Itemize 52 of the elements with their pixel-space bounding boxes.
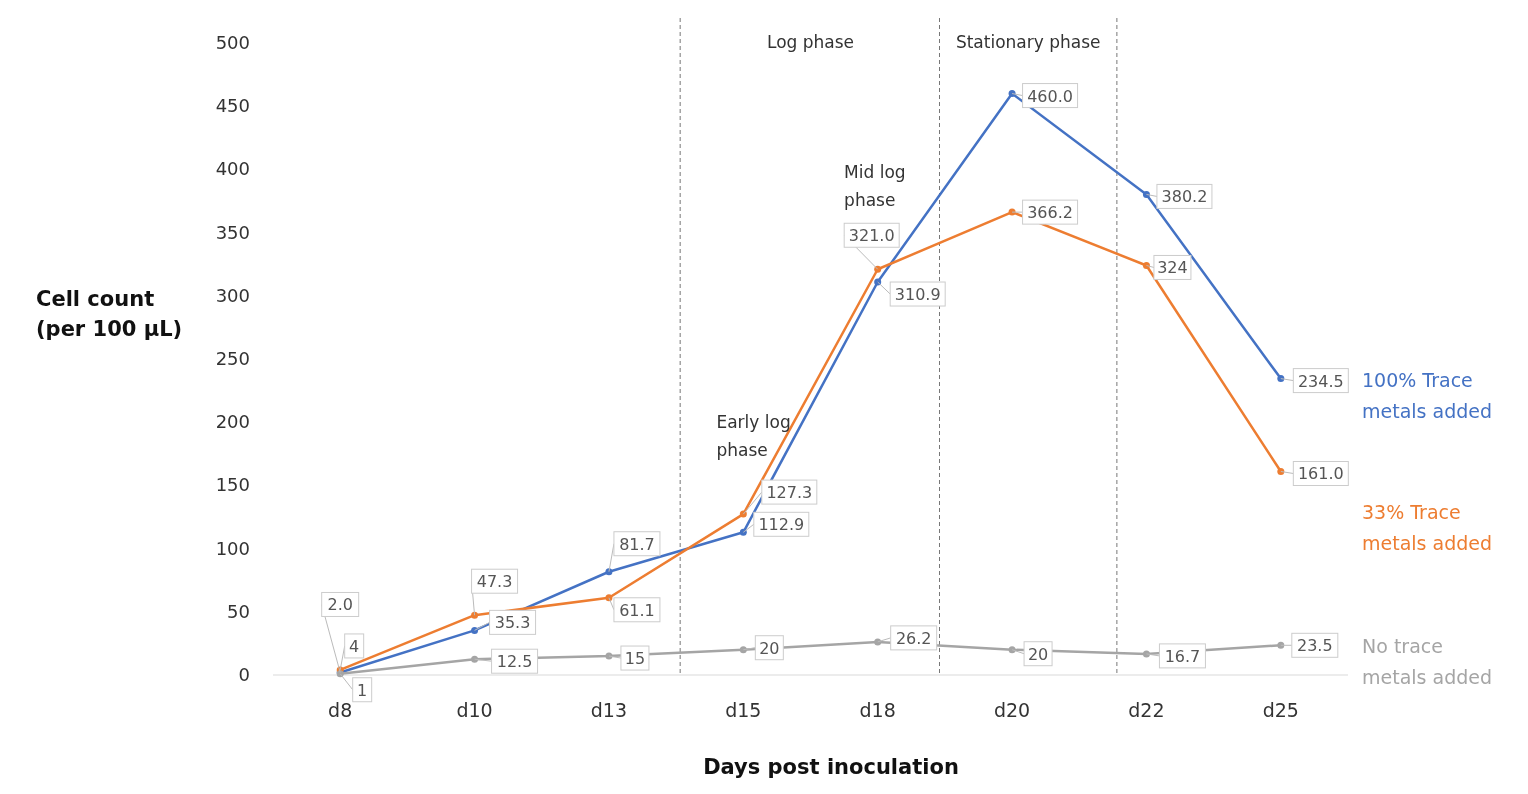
text: 100% Trace metals added bbox=[1362, 368, 1493, 422]
x-tick-label: d22 bbox=[1128, 699, 1165, 721]
data-label: 16.7 bbox=[1164, 646, 1201, 666]
y-tick-label: 500 bbox=[215, 32, 250, 53]
data-label: 460.0 bbox=[1027, 86, 1073, 106]
data-label: 47.3 bbox=[476, 572, 513, 592]
data-label: 310.9 bbox=[894, 285, 941, 305]
x-axis-title: Days post inoculation bbox=[703, 755, 959, 779]
data-label: 234.5 bbox=[1297, 371, 1344, 391]
data-label: 20 bbox=[1027, 644, 1049, 664]
annotation: Log phase bbox=[766, 32, 855, 52]
data-label: 161.0 bbox=[1297, 464, 1344, 484]
x-tick-label: d20 bbox=[993, 699, 1031, 721]
text: 33% Trace metals added bbox=[1362, 501, 1493, 555]
y-axis-title: Cell count (per 100 µL) bbox=[36, 287, 183, 341]
annotation: Stationary phase bbox=[955, 32, 1101, 52]
data-label: 127.3 bbox=[766, 483, 813, 503]
x-tick-label: d10 bbox=[456, 699, 493, 721]
data-label: 324 bbox=[1157, 258, 1188, 278]
y-tick-label: 100 bbox=[215, 537, 250, 559]
data-label: 2.0 bbox=[327, 595, 353, 615]
x-tick-label: d25 bbox=[1262, 699, 1299, 721]
data-label: 366.2 bbox=[1027, 203, 1073, 223]
y-tick-label: 0 bbox=[238, 664, 250, 685]
data-label: 26.2 bbox=[895, 628, 932, 648]
x-tick-label: d18 bbox=[859, 699, 896, 721]
y-tick-label: 350 bbox=[215, 221, 250, 243]
data-label: 15 bbox=[624, 649, 646, 669]
y-tick-label: 250 bbox=[215, 348, 250, 369]
x-tick-label: d13 bbox=[590, 699, 628, 721]
text: No trace metals added bbox=[1362, 635, 1493, 689]
y-tick-label: 450 bbox=[215, 95, 250, 117]
annotation: Mid log phase bbox=[844, 162, 906, 210]
data-label: 321.0 bbox=[848, 226, 895, 246]
data-label: 20 bbox=[759, 638, 780, 658]
y-tick-label: 50 bbox=[227, 600, 250, 622]
data-label: 81.7 bbox=[619, 534, 655, 554]
x-tick-label: d15 bbox=[725, 699, 762, 721]
data-label: 380.2 bbox=[1161, 187, 1208, 207]
data-label: 12.5 bbox=[496, 652, 533, 672]
y-tick-label: 200 bbox=[215, 411, 250, 433]
data-label: 112.9 bbox=[758, 515, 805, 535]
data-label: 61.1 bbox=[619, 600, 655, 620]
y-tick-label: 150 bbox=[215, 474, 250, 496]
y-tick-label: 300 bbox=[215, 284, 250, 306]
data-label: 4 bbox=[349, 636, 360, 656]
annotation: Early log phase bbox=[716, 412, 791, 460]
data-label: 23.5 bbox=[1297, 636, 1333, 656]
x-tick-label: d8 bbox=[328, 699, 353, 721]
data-label: 35.3 bbox=[494, 613, 531, 633]
data-label: 1 bbox=[357, 680, 368, 700]
y-tick-label: 400 bbox=[215, 158, 250, 180]
